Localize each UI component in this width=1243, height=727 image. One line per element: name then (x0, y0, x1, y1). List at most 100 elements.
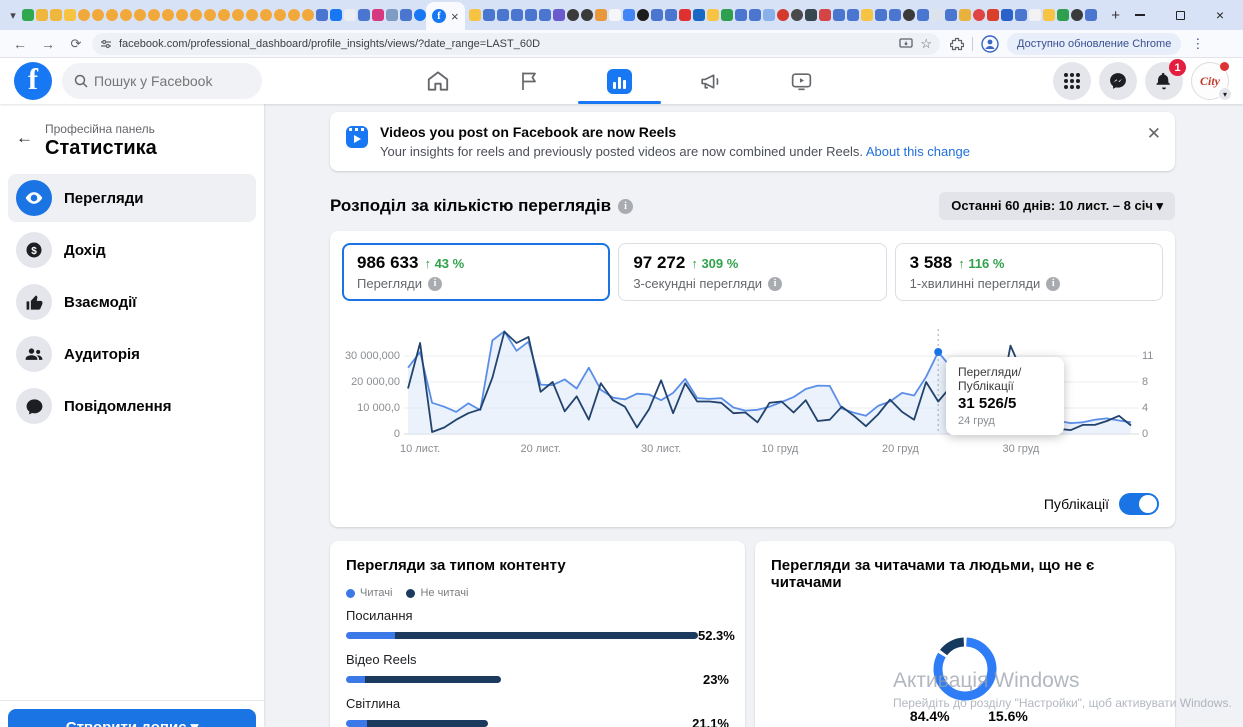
tab-favicon[interactable] (888, 9, 901, 21)
tab-favicon[interactable] (1070, 9, 1083, 21)
tab-favicon[interactable] (246, 9, 258, 21)
profile-avatar[interactable]: City ▾ (1191, 62, 1232, 101)
tab-favicon[interactable] (92, 9, 104, 21)
tab-favicon[interactable] (344, 9, 356, 21)
sidebar-back-icon[interactable]: ← (16, 128, 33, 147)
tab-favicon[interactable] (692, 9, 705, 21)
legend-item-readers[interactable]: Читачі (346, 587, 392, 599)
nav-ads-tab[interactable] (665, 58, 756, 104)
tab-favicon[interactable] (972, 9, 985, 21)
publications-toggle[interactable] (1119, 493, 1159, 515)
tab-favicon[interactable] (134, 9, 146, 21)
tab-favicon[interactable] (176, 9, 188, 21)
metric-tile-0[interactable]: 986 633 ↑ 43 % Перегляди i (342, 243, 611, 301)
tab-favicon[interactable] (260, 9, 272, 21)
tab-favicon[interactable] (734, 9, 747, 21)
url-text[interactable]: facebook.com/professional_dashboard/prof… (119, 37, 541, 50)
back-icon[interactable]: ← (13, 35, 27, 52)
tab-favicon[interactable] (302, 9, 314, 21)
profile-icon[interactable] (981, 34, 999, 53)
tab-favicon[interactable] (510, 9, 523, 21)
tab-favicon[interactable] (288, 9, 300, 21)
tab-favicon[interactable] (468, 9, 481, 21)
content-bar-track[interactable] (346, 720, 692, 727)
tab-favicon[interactable] (958, 9, 971, 21)
tab-favicon[interactable] (524, 9, 537, 21)
active-browser-tab[interactable]: f × (426, 2, 465, 30)
messenger-button[interactable] (1099, 62, 1137, 100)
tab-favicon[interactable] (818, 9, 831, 21)
banner-close-icon[interactable]: ✕ (1146, 124, 1161, 143)
tab-favicon[interactable] (50, 9, 62, 21)
about-change-link[interactable]: About this change (865, 144, 970, 159)
tab-favicon[interactable] (902, 9, 915, 21)
tab-search-chevron-icon[interactable]: ▾ (10, 9, 16, 22)
tab-favicon[interactable] (120, 9, 132, 21)
bookmark-star-icon[interactable]: ☆ (920, 35, 932, 51)
nav-home-tab[interactable] (392, 58, 483, 104)
sidebar-item-dollar[interactable]: $ Дохід (8, 226, 256, 274)
tab-favicon[interactable] (106, 9, 118, 21)
sidebar-item-people[interactable]: Аудиторія (8, 330, 256, 378)
tab-favicon[interactable] (64, 9, 76, 21)
tab-favicon[interactable] (846, 9, 859, 21)
new-tab-button[interactable]: + (1111, 6, 1120, 24)
tab-favicon[interactable] (414, 9, 426, 21)
site-settings-icon[interactable] (100, 38, 112, 50)
metric-tile-1[interactable]: 97 272 ↑ 309 % 3-секундні перегляди i (618, 243, 887, 301)
restore-button[interactable] (1173, 8, 1187, 22)
tab-favicon[interactable] (1042, 9, 1055, 21)
tab-favicon[interactable] (566, 9, 579, 21)
tab-favicon[interactable] (1014, 9, 1027, 21)
content-bar-track[interactable] (346, 676, 698, 683)
facebook-logo[interactable]: f (14, 62, 52, 100)
tab-favicon[interactable] (358, 9, 370, 21)
tab-favicon[interactable] (496, 9, 509, 21)
tab-favicon[interactable] (664, 9, 677, 21)
tab-favicon[interactable] (622, 9, 635, 21)
tab-favicon[interactable] (190, 9, 202, 21)
tab-favicon[interactable] (762, 9, 775, 21)
tab-favicon[interactable] (636, 9, 649, 21)
apps-menu-button[interactable] (1053, 62, 1091, 100)
tab-favicon[interactable] (162, 9, 174, 21)
tab-favicon[interactable] (330, 9, 342, 21)
tab-favicon[interactable] (930, 9, 943, 21)
tab-favicon[interactable] (78, 9, 90, 21)
minimize-button[interactable] (1133, 8, 1147, 22)
tab-favicon[interactable] (538, 9, 551, 21)
tab-favicon[interactable] (274, 9, 286, 21)
create-post-button[interactable]: Створити допис ▾ (8, 709, 256, 727)
browser-menu-icon[interactable]: ⋮ (1191, 35, 1205, 51)
metric-info-icon[interactable]: i (427, 276, 442, 291)
sidebar-item-eye[interactable]: Перегляди (8, 174, 256, 222)
tab-favicon[interactable] (148, 9, 160, 21)
tab-favicon[interactable] (386, 9, 398, 21)
address-bar[interactable]: facebook.com/professional_dashboard/prof… (92, 32, 940, 55)
install-app-icon[interactable] (899, 37, 913, 50)
tab-favicon[interactable] (748, 9, 761, 21)
tab-close-icon[interactable]: × (451, 8, 459, 24)
tab-favicon[interactable] (874, 9, 887, 21)
legend-item-non-readers[interactable]: Не читачі (406, 587, 468, 599)
tab-favicon[interactable] (860, 9, 873, 21)
tab-favicon[interactable] (36, 9, 48, 21)
tab-favicon[interactable] (372, 9, 384, 21)
tab-favicon[interactable] (218, 9, 230, 21)
nav-pages-tab[interactable] (483, 58, 574, 104)
metric-tile-2[interactable]: 3 588 ↑ 116 % 1-хвилинні перегляди i (894, 243, 1163, 301)
tab-favicon[interactable] (552, 9, 565, 21)
donut-legend-item-0[interactable]: 84.4%Не читачі (900, 708, 960, 727)
tab-favicon[interactable] (790, 9, 803, 21)
tab-favicon[interactable] (916, 9, 929, 21)
close-window-button[interactable]: × (1215, 7, 1225, 23)
nav-insights-tab[interactable] (574, 58, 665, 104)
tab-favicon[interactable] (944, 9, 957, 21)
followers-donut-chart[interactable] (932, 636, 998, 702)
tab-favicon[interactable] (1056, 9, 1069, 21)
tab-favicon[interactable] (720, 9, 733, 21)
tab-favicon[interactable] (1084, 9, 1097, 21)
forward-icon[interactable]: → (41, 35, 55, 52)
tab-favicon[interactable] (232, 9, 244, 21)
section-info-icon[interactable]: i (618, 198, 634, 214)
